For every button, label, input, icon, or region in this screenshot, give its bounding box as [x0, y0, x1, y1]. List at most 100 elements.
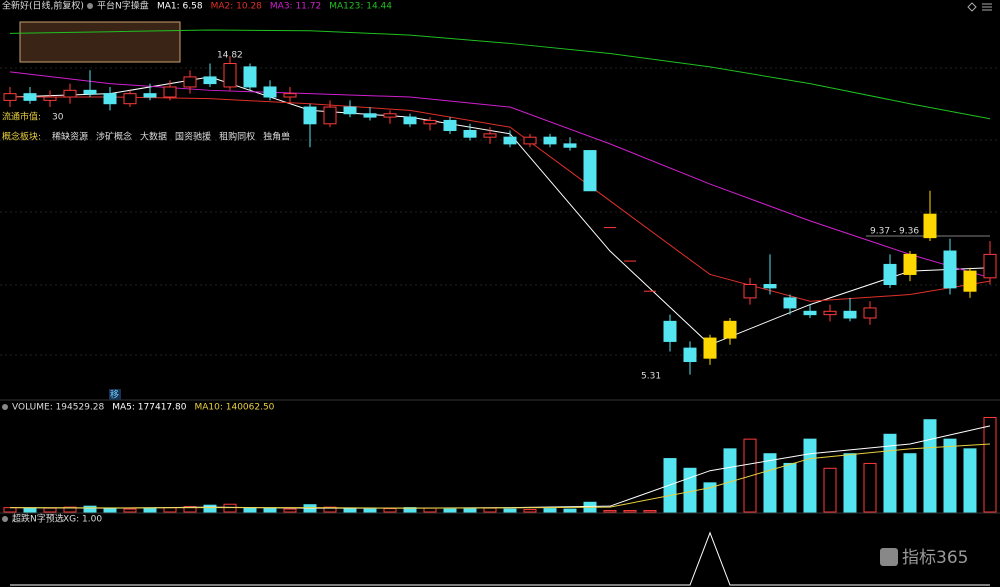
- candle-body: [283, 93, 297, 98]
- volume-bar: [863, 462, 877, 513]
- info-label: 流通市值:: [2, 111, 41, 123]
- volume-bar: [783, 462, 797, 513]
- low-annotation: 5.31: [641, 372, 661, 382]
- volume-bar: [683, 467, 697, 513]
- decor-grid: [0, 67, 1000, 356]
- candle-body: [883, 263, 897, 286]
- volume-bar: [903, 453, 917, 513]
- candle-body: [683, 347, 697, 363]
- volume-icon[interactable]: [2, 404, 8, 410]
- candle-body: [763, 284, 777, 289]
- candle-body: [463, 129, 477, 138]
- ma-line: [9, 425, 991, 509]
- ma-line: [10, 96, 991, 302]
- volume-bar: [343, 507, 357, 513]
- candle-body: [23, 93, 37, 101]
- volume-bar: [203, 504, 217, 513]
- candle-body: [443, 119, 457, 131]
- candle-body: [943, 250, 957, 289]
- candle-body: [103, 93, 117, 105]
- info-value: 30: [52, 113, 64, 123]
- legend-entry: MA1: 6.58: [157, 2, 203, 12]
- candle-body: [303, 106, 317, 125]
- volume-bar: [483, 507, 497, 513]
- volume-bar: [323, 506, 337, 513]
- indicator-name: 平台N字操盘: [97, 0, 149, 12]
- volume-bar: [443, 508, 457, 513]
- volume-bar: [523, 509, 537, 513]
- volume-bar: [63, 506, 77, 513]
- legend-entry: MA3: 11.72: [270, 2, 321, 12]
- concept-label: 概念板块:: [2, 131, 41, 143]
- candle-body: [483, 133, 497, 138]
- volume-bar: [263, 508, 277, 513]
- volume-bar: [503, 508, 517, 513]
- candle-body: [723, 320, 737, 339]
- candle-body: [583, 150, 597, 192]
- candle-body: [523, 136, 537, 145]
- volume-bar: [183, 506, 197, 513]
- candle-body: [163, 86, 177, 98]
- high-annotation: 14.82: [217, 51, 243, 61]
- ma-line: [9, 71, 991, 279]
- volume-bar: [243, 507, 257, 513]
- candle-body: [543, 136, 557, 145]
- candle-body: [663, 320, 677, 342]
- legend-entry: MA5: 177417.80: [112, 403, 186, 413]
- candle-body: [843, 310, 857, 319]
- candle-body: [503, 136, 517, 145]
- volume-bar: [983, 417, 997, 513]
- volume-bar: [803, 438, 817, 513]
- candle-body: [263, 86, 277, 98]
- candle-body: [183, 76, 197, 88]
- xg-icon[interactable]: [2, 516, 8, 522]
- candle-body: [423, 119, 437, 125]
- volume-bar: [103, 507, 117, 513]
- volume-bar: [623, 510, 637, 513]
- ma-line: [9, 29, 991, 120]
- volume-bar: [43, 507, 57, 513]
- legend-entry: MA123: 14.44: [329, 2, 392, 12]
- signal-line: [10, 531, 990, 586]
- candle-body: [923, 213, 937, 239]
- volume-bar: [763, 453, 777, 513]
- concept-tag: 涉矿概念: [96, 131, 132, 143]
- volume-bar: [563, 508, 577, 513]
- watermark-logo: [880, 548, 898, 566]
- candle-body: [803, 310, 817, 316]
- watermark: 指标365: [902, 548, 968, 568]
- volume-bar: [923, 419, 937, 513]
- indicator-icon[interactable]: [87, 3, 93, 9]
- candle-body: [863, 307, 877, 319]
- candle-body: [363, 113, 377, 118]
- volume-bar: [23, 508, 37, 513]
- concept-tag: 租购同权: [219, 131, 255, 143]
- volume-bar: [423, 507, 437, 513]
- candle-body: [703, 337, 717, 359]
- candle-body: [43, 96, 57, 101]
- volume-bar: [963, 448, 977, 513]
- volume-bar: [703, 482, 717, 513]
- xg-legend: XG: 1.00: [63, 515, 102, 525]
- candle-body: [823, 310, 837, 316]
- candle-body: [963, 270, 977, 292]
- marker-label: 移: [110, 389, 119, 401]
- candle-body: [83, 89, 97, 95]
- volume-bar: [943, 438, 957, 513]
- candle-body: [223, 63, 237, 88]
- candle-body: [243, 66, 257, 88]
- candle-body: [783, 297, 797, 309]
- concept-tag: 大数据: [140, 131, 167, 143]
- level-annotation: 9.37 - 9.36: [870, 227, 919, 237]
- concept-tag: 稀缺资源: [52, 131, 88, 143]
- legend-entry: MA2: 10.28: [211, 2, 263, 12]
- window-icons[interactable]: [967, 2, 992, 12]
- legend-entry: MA10: 140062.50: [194, 403, 274, 413]
- info-box: [19, 21, 181, 63]
- ma-line: [9, 76, 991, 346]
- concept-tag: 独角兽: [263, 131, 290, 143]
- volume-bar: [643, 510, 657, 513]
- volume-bar: [883, 433, 897, 513]
- candle-body: [743, 284, 757, 299]
- volume-bar: [163, 507, 177, 513]
